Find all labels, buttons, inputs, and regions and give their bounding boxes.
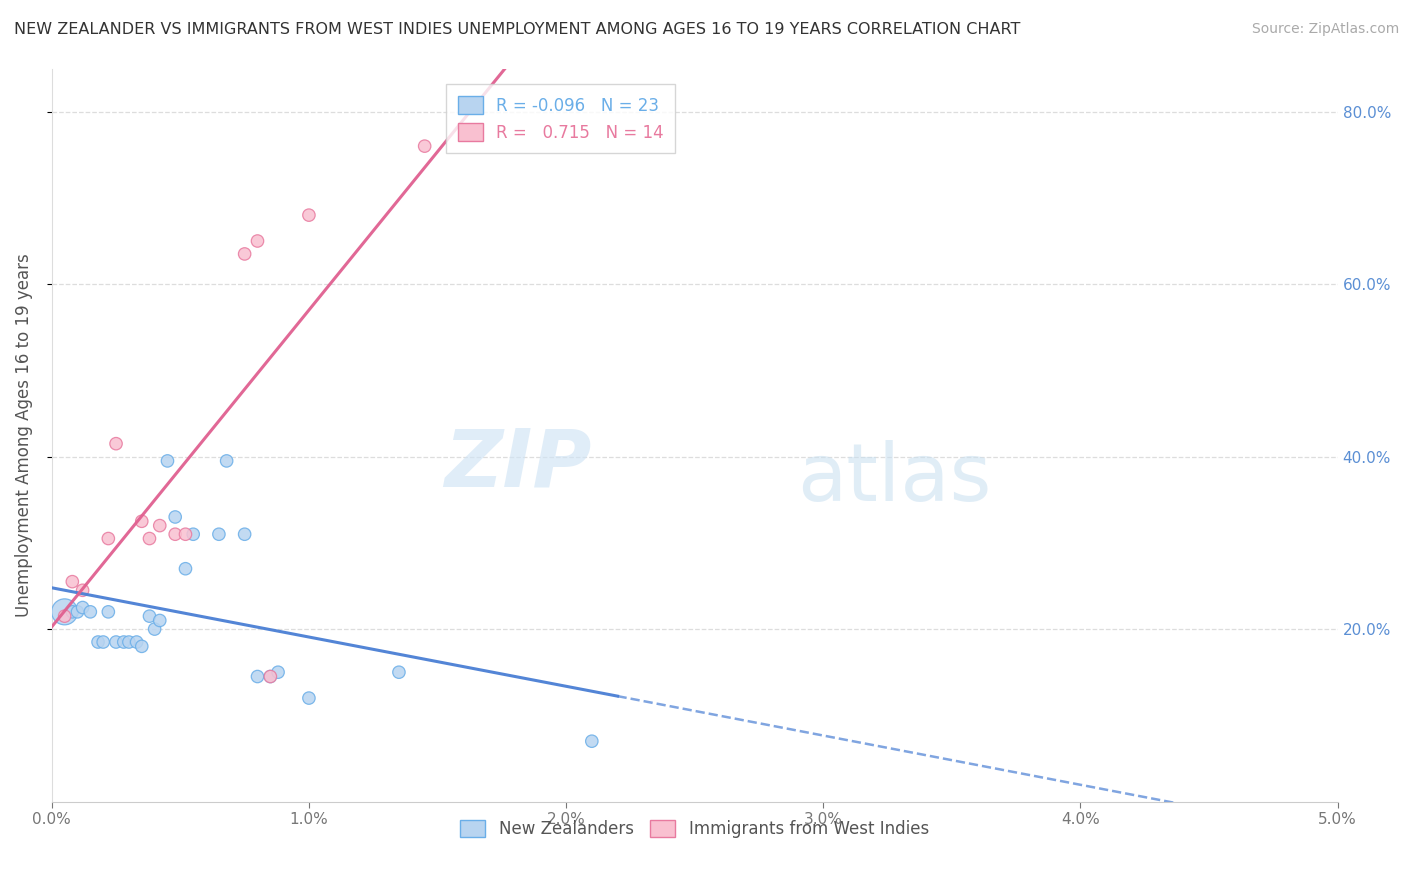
Text: ZIP: ZIP <box>444 425 592 503</box>
Point <box>174 527 197 541</box>
Point <box>156 454 179 468</box>
Point <box>112 635 135 649</box>
Point <box>246 669 269 683</box>
Point <box>259 669 281 683</box>
Point <box>72 583 94 598</box>
Point <box>208 527 231 541</box>
Point <box>138 609 160 624</box>
Point <box>298 208 321 222</box>
Point <box>581 734 603 748</box>
Y-axis label: Unemployment Among Ages 16 to 19 years: Unemployment Among Ages 16 to 19 years <box>15 253 32 617</box>
Point <box>131 514 153 528</box>
Point <box>246 234 269 248</box>
Point <box>174 562 197 576</box>
Point <box>72 600 94 615</box>
Point <box>143 622 166 636</box>
Point <box>118 635 141 649</box>
Point <box>125 635 148 649</box>
Point <box>79 605 101 619</box>
Point <box>91 635 114 649</box>
Point <box>149 518 172 533</box>
Point <box>53 605 76 619</box>
Point <box>259 669 281 683</box>
Text: NEW ZEALANDER VS IMMIGRANTS FROM WEST INDIES UNEMPLOYMENT AMONG AGES 16 TO 19 YE: NEW ZEALANDER VS IMMIGRANTS FROM WEST IN… <box>14 22 1021 37</box>
Point <box>181 527 204 541</box>
Point <box>60 574 83 589</box>
Point <box>97 532 120 546</box>
Point <box>388 665 411 680</box>
Legend: New Zealanders, Immigrants from West Indies: New Zealanders, Immigrants from West Ind… <box>454 813 935 845</box>
Point <box>87 635 110 649</box>
Point <box>149 614 172 628</box>
Point <box>233 527 256 541</box>
Point <box>105 635 128 649</box>
Text: Source: ZipAtlas.com: Source: ZipAtlas.com <box>1251 22 1399 37</box>
Point <box>138 532 160 546</box>
Point <box>97 605 120 619</box>
Point <box>165 527 187 541</box>
Point <box>53 609 76 624</box>
Point <box>165 510 187 524</box>
Point <box>60 605 83 619</box>
Point <box>413 139 436 153</box>
Point <box>131 640 153 654</box>
Point <box>233 247 256 261</box>
Point <box>105 436 128 450</box>
Point <box>215 454 238 468</box>
Point <box>66 605 89 619</box>
Point <box>267 665 290 680</box>
Point <box>298 691 321 706</box>
Text: atlas: atlas <box>797 440 993 518</box>
